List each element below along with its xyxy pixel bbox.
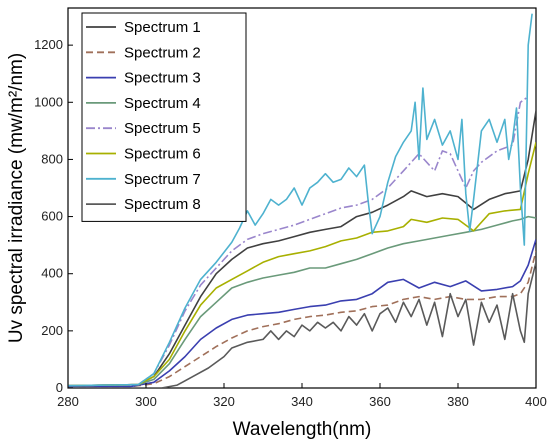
x-tick-label-4: 360 [369,394,391,409]
x-tick-label-0: 280 [57,394,79,409]
x-tick-label-3: 340 [291,394,313,409]
x-tick-label-2: 320 [213,394,235,409]
legend-item-7: Spectrum 7 [86,171,201,188]
legend-label-4: Spectrum 4 [124,95,201,112]
series-line-7 [68,13,533,387]
legend-item-5: Spectrum 5 [86,120,201,137]
legend-label-6: Spectrum 6 [124,146,201,163]
y-tick-label-2: 400 [41,266,63,281]
series-line-1 [68,110,536,387]
x-axis-label: Wavelength(nm) [233,419,372,440]
series-line-2 [68,250,536,388]
legend-item-3: Spectrum 3 [86,70,201,87]
legend-label-3: Spectrum 3 [124,70,201,87]
legend-label-5: Spectrum 5 [124,120,201,137]
x-tick-label-6: 400 [525,394,547,409]
legend-label-1: Spectrum 1 [124,19,201,36]
series-line-5 [68,95,529,387]
legend-item-4: Spectrum 4 [86,95,201,112]
y-tick-label-4: 800 [41,151,63,166]
series-line-6 [68,142,536,387]
y-tick-label-5: 1000 [34,94,63,109]
legend-label-7: Spectrum 7 [124,171,201,188]
legend-item-1: Spectrum 1 [86,19,201,36]
y-tick-label-0: 0 [56,380,63,395]
series-layer [68,13,536,388]
y-tick-label-3: 600 [41,209,63,224]
legend: Spectrum 1 Spectrum 2 Spectrum 3 Spectrum 4… [81,12,247,222]
legend-label-8: Spectrum 8 [124,196,201,213]
series-line-4 [68,215,536,387]
legend-item-2: Spectrum 2 [86,44,201,61]
y-tick-label-1: 200 [41,323,63,338]
legend-item-8: Spectrum 8 [86,196,201,213]
x-tick-label-1: 300 [135,394,157,409]
y-axis-label: Uv spectral irradiance (mw/m²/nm) [6,53,27,343]
x-tick-label-5: 380 [447,394,469,409]
axes: 280 300 320 340 360 380 400 0 200 400 600 800 1000 12… [34,37,547,409]
series-line-8 [68,262,536,388]
legend-label-2: Spectrum 2 [124,44,201,61]
legend-box [81,12,247,222]
y-tick-label-6: 1200 [34,37,63,52]
legend-item-6: Spectrum 6 [86,146,201,163]
series-line-3 [68,239,536,388]
